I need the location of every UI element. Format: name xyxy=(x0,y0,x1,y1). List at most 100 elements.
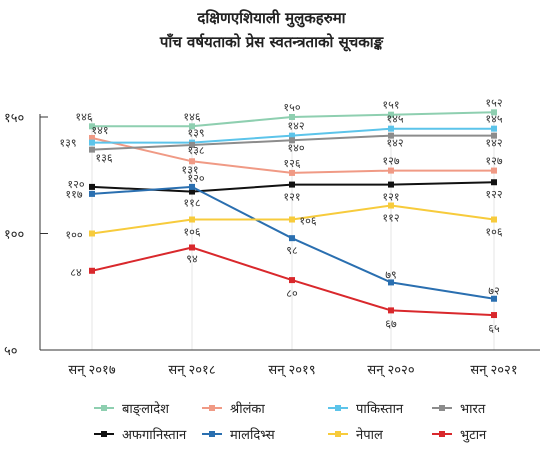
data-point xyxy=(491,109,497,116)
data-label: १४६ xyxy=(75,110,92,123)
series-layer xyxy=(89,109,497,319)
data-point xyxy=(491,132,497,139)
data-label: १४२ xyxy=(287,120,304,133)
x-tick-label: सन् २०२० xyxy=(367,363,414,378)
data-point xyxy=(89,134,95,141)
legend-item: बाङ्लादेश xyxy=(94,401,170,417)
data-label: १४० xyxy=(287,141,304,154)
data-label: १३८ xyxy=(187,144,204,157)
data-point xyxy=(289,114,295,120)
axis-layer: १५० १०० ५० सन् २०१७ सन् २०१८ सन् २०१९ सन् २०२०… xyxy=(4,111,540,378)
data-point xyxy=(388,279,394,286)
data-point xyxy=(491,295,497,302)
legend-item: भारत xyxy=(432,402,486,417)
legend-swatch-marker xyxy=(335,405,341,411)
legend-label: पाकिस्तान xyxy=(356,401,404,417)
data-point xyxy=(189,123,195,130)
data-label: ११७ xyxy=(65,188,82,201)
data-point xyxy=(491,167,497,174)
legend-item: श्रीलंका xyxy=(202,401,265,417)
data-point xyxy=(491,216,497,223)
legend-swatch-marker xyxy=(439,431,445,437)
legend-label: भुटान xyxy=(460,428,487,443)
data-point xyxy=(388,111,394,118)
x-tick-label: सन् २०१८ xyxy=(168,363,215,378)
x-tick-label: सन् २०१७ xyxy=(68,363,115,378)
legend-swatch-marker xyxy=(101,431,107,437)
data-point xyxy=(289,181,295,188)
data-label: १४५ xyxy=(386,113,403,126)
legend-swatch-marker xyxy=(101,405,107,411)
data-label: १२१ xyxy=(283,191,300,204)
legend-label: अफगानिस्तान xyxy=(122,427,187,443)
data-point xyxy=(491,125,497,132)
data-point xyxy=(89,139,95,146)
data-label: १२६ xyxy=(283,157,300,170)
data-label: ७९ xyxy=(385,268,396,281)
data-point xyxy=(388,202,394,209)
legend-label: बाङ्लादेश xyxy=(122,401,170,417)
data-point xyxy=(289,137,295,144)
legend-swatch-marker xyxy=(335,431,341,437)
data-label: ८० xyxy=(286,287,298,300)
x-tick-label: सन् २०१९ xyxy=(268,363,315,378)
series-8 xyxy=(89,244,497,319)
data-label: ८४ xyxy=(70,266,82,279)
data-point xyxy=(89,267,95,274)
data-point xyxy=(89,123,95,130)
data-label: १०६ xyxy=(299,215,316,228)
legend-item: भुटान xyxy=(432,428,487,443)
y-tick-label: १५० xyxy=(4,111,24,126)
data-point xyxy=(289,235,295,242)
data-label: १४१ xyxy=(91,124,108,137)
data-point xyxy=(189,188,195,195)
x-tick-label: सन् २०२१ xyxy=(470,363,517,378)
series-4 xyxy=(89,132,497,153)
data-point xyxy=(89,146,95,153)
legend-swatch-marker xyxy=(209,431,215,437)
data-point xyxy=(388,307,394,314)
legend-item: नेपाल xyxy=(328,427,383,443)
data-point xyxy=(388,167,394,174)
y-tick-label: ५० xyxy=(4,344,18,359)
legend-item: अफगानिस्तान xyxy=(94,427,187,443)
data-point xyxy=(89,183,95,190)
data-point xyxy=(189,158,195,165)
data-point xyxy=(189,141,195,148)
data-point xyxy=(289,132,295,139)
data-point xyxy=(89,230,95,237)
data-label: १५२ xyxy=(485,96,502,109)
data-point xyxy=(89,190,95,197)
legend-label: भारत xyxy=(460,402,486,417)
data-label: १२१ xyxy=(382,191,399,204)
data-label-layer: १४६ १४६ १५० १५१ १५२ १४१ १३१ १२६ १२७ १२७ १३९ १३९ १४२ १… xyxy=(59,96,502,335)
data-point xyxy=(388,181,394,188)
data-point xyxy=(189,183,195,190)
chart-title: दक्षिणएशियाली मुलुकहरुमा xyxy=(197,9,346,27)
data-label: १०० xyxy=(65,229,82,242)
data-label: ६५ xyxy=(488,322,500,335)
legend-item: मालदिभ्स xyxy=(202,427,275,443)
y-tick-label: १०० xyxy=(4,228,24,243)
data-label: १२० xyxy=(67,178,84,191)
data-label: ९४ xyxy=(186,252,198,265)
data-point xyxy=(189,216,195,223)
data-label: ११२ xyxy=(382,212,399,225)
data-label: ७२ xyxy=(488,285,499,298)
series-2 xyxy=(89,134,497,176)
data-point xyxy=(289,216,295,223)
legend-swatch-marker xyxy=(209,405,215,411)
legend: बाङ्लादेश श्रीलंका पाकिस्तान भारत अफगानिस्ता… xyxy=(94,401,487,443)
data-label: १०६ xyxy=(183,226,200,239)
legend-item: पाकिस्तान xyxy=(328,401,404,417)
data-point xyxy=(388,125,394,132)
legend-label: श्रीलंका xyxy=(230,401,265,417)
chart-subtitle: पाँच वर्षयताको प्रेस स्वतन्त्रताको सूचका… xyxy=(159,33,384,51)
series-7 xyxy=(89,202,497,237)
data-label: १२७ xyxy=(485,155,502,168)
series-6 xyxy=(89,183,497,302)
data-point xyxy=(491,179,497,186)
data-label: १३९ xyxy=(187,127,204,140)
data-label: १३१ xyxy=(181,163,198,176)
